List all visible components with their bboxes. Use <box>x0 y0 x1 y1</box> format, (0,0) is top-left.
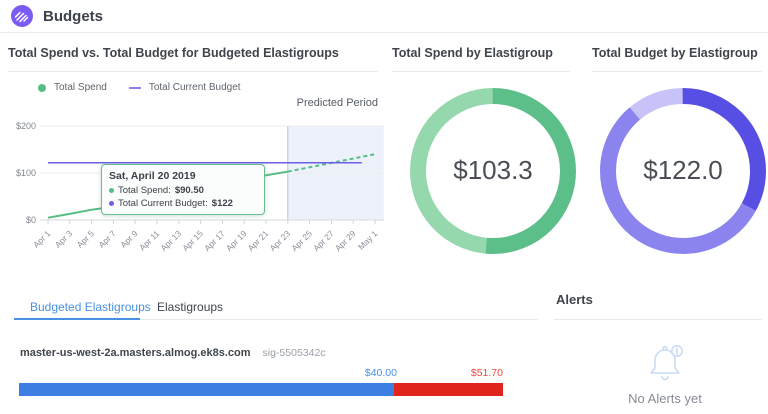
tooltip-date: Sat, April 20 2019 <box>109 170 196 182</box>
spend-vs-budget-bar <box>19 383 503 396</box>
tab-elastigroups[interactable]: Elastigroups <box>157 300 224 314</box>
total-spend-value: $103.3 <box>453 155 533 185</box>
svg-text:Apr 5: Apr 5 <box>75 228 97 250</box>
chart-legend: Total Spend Total Current Budget <box>38 82 241 93</box>
spend-vs-budget-title: Total Spend vs. Total Budget for Budgete… <box>8 46 339 60</box>
tooltip-budget-label: Total Current Budget: <box>118 197 208 209</box>
total-current-budget-legend-dash-icon <box>128 86 141 89</box>
predicted-period-label: Predicted Period <box>296 97 378 109</box>
active-tab-underline <box>14 318 140 320</box>
y-tick-0: $0 <box>26 215 36 225</box>
tab-budgeted-elastigroups[interactable]: Budgeted Elastigroups <box>30 300 151 314</box>
svg-text:May 1: May 1 <box>356 228 380 252</box>
tabs-divider <box>14 319 538 320</box>
chart-tooltip: Sat, April 20 2019 Total Spend: $90.50 T… <box>101 164 265 216</box>
tooltip-spend-row: Total Spend: $90.50 <box>109 184 257 197</box>
elastigroup-name[interactable]: master-us-west-2a.masters.almog.ek8s.com <box>20 347 251 359</box>
tooltip-budget-row: Total Current Budget: $122 <box>109 197 257 210</box>
panel-divider <box>592 71 762 72</box>
y-tick-100: $100 <box>16 168 36 178</box>
total-spend-donut-chart[interactable] <box>408 86 578 256</box>
svg-text:Apr 7: Apr 7 <box>96 228 118 250</box>
bar-spend-segment <box>19 383 394 396</box>
svg-text:Apr 17: Apr 17 <box>202 228 227 253</box>
svg-text:Apr 15: Apr 15 <box>180 228 205 253</box>
spotinst-logo-icon[interactable] <box>10 4 34 28</box>
panel-divider <box>8 71 378 72</box>
svg-text:Apr 27: Apr 27 <box>311 228 336 253</box>
bell-icon <box>641 340 689 387</box>
tooltip-budget-bullet-icon <box>109 201 114 207</box>
legend-label-total-spend[interactable]: Total Spend <box>54 82 107 93</box>
alerts-divider <box>554 319 762 320</box>
svg-text:Apr 21: Apr 21 <box>246 228 271 253</box>
total-budget-donut-chart[interactable] <box>598 86 768 256</box>
y-tick-200: $200 <box>16 121 36 131</box>
app-header: Budgets <box>0 0 768 33</box>
tooltip-spend-value: $90.50 <box>174 184 204 196</box>
svg-text:Apr 1: Apr 1 <box>31 228 53 250</box>
spend-amount-label: $40.00 <box>364 367 397 379</box>
tooltip-spend-label: Total Spend: <box>118 184 171 196</box>
page-title: Budgets <box>43 7 103 25</box>
elastigroup-row[interactable]: master-us-west-2a.masters.almog.ek8s.com… <box>20 347 326 359</box>
budget-amount-label: $51.70 <box>470 367 503 379</box>
svg-text:Apr 23: Apr 23 <box>267 228 292 253</box>
svg-text:Apr 29: Apr 29 <box>333 228 358 253</box>
total-spend-legend-dot-icon <box>38 83 46 92</box>
legend-label-total-current-budget[interactable]: Total Current Budget <box>148 82 241 93</box>
svg-text:Apr 3: Apr 3 <box>53 228 75 250</box>
tooltip-spend-bullet-icon <box>109 187 114 193</box>
svg-text:Apr 25: Apr 25 <box>289 228 314 253</box>
elastigroup-sig-id: sig-5505342c <box>262 347 326 359</box>
total-budget-value: $122.0 <box>643 155 723 185</box>
budget-donut-title: Total Budget by Elastigroup <box>592 46 758 60</box>
spend-donut-title: Total Spend by Elastigroup <box>392 46 553 60</box>
svg-text:Apr 9: Apr 9 <box>118 228 140 250</box>
alerts-title: Alerts <box>556 292 593 307</box>
bar-over-budget-segment <box>393 383 503 396</box>
svg-text:Apr 13: Apr 13 <box>158 228 183 253</box>
no-alerts-text: No Alerts yet <box>628 391 702 406</box>
svg-text:Apr 19: Apr 19 <box>224 228 249 253</box>
panel-divider <box>392 71 570 72</box>
tooltip-budget-value: $122 <box>211 197 233 209</box>
svg-text:Apr 11: Apr 11 <box>137 228 162 253</box>
